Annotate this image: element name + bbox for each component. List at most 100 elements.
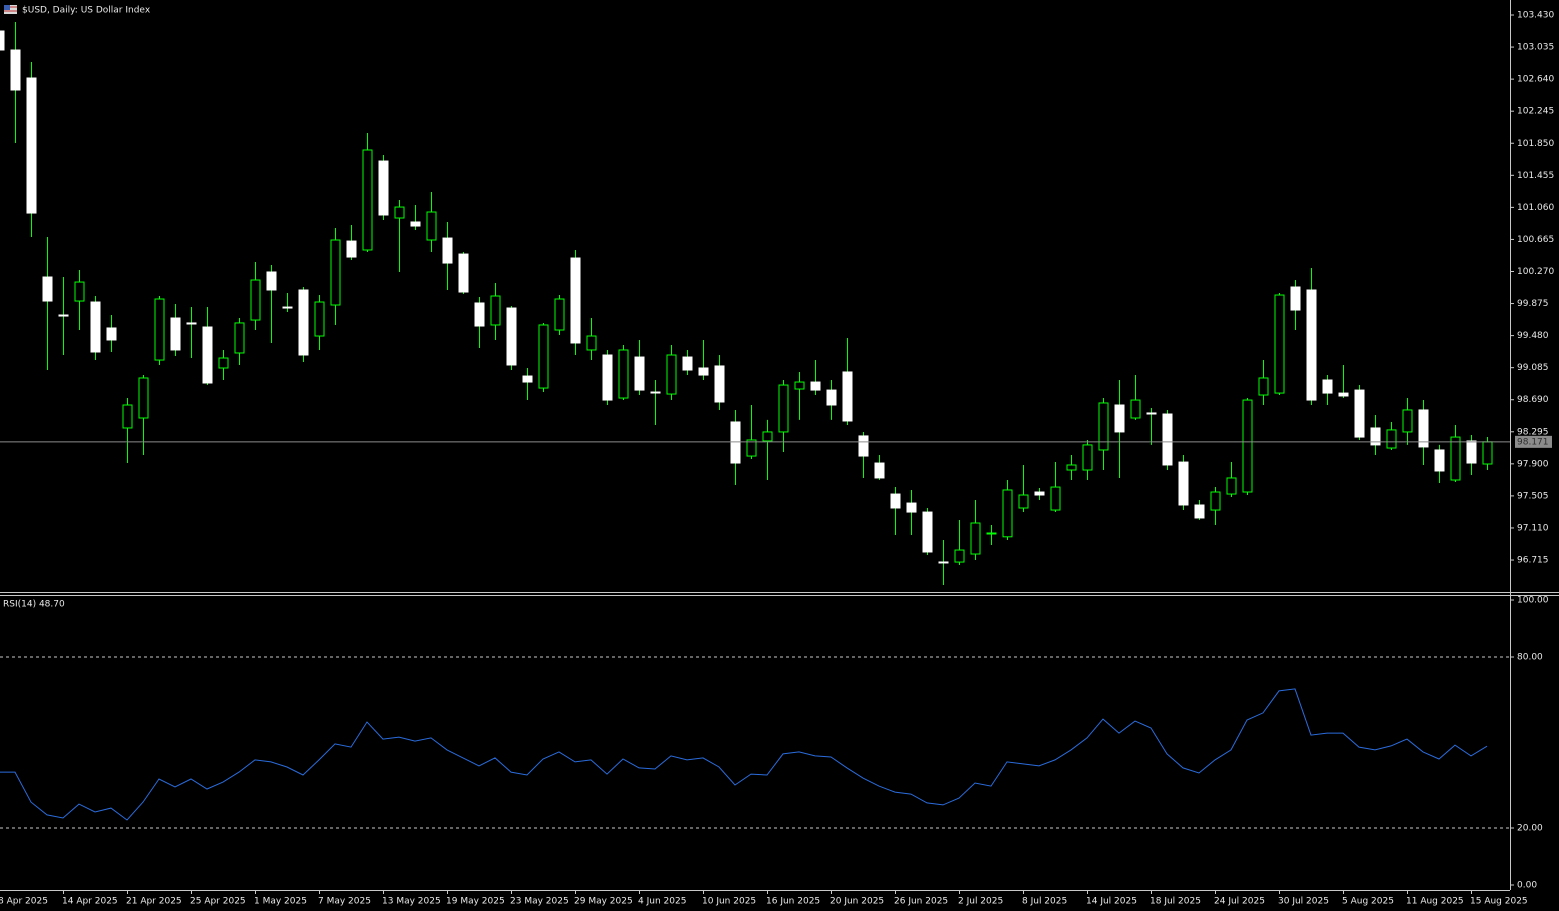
candle-body [586,335,597,351]
candle-body [554,298,565,331]
candle-body [314,301,325,337]
candle-body [490,295,501,326]
candle-body [1482,441,1493,465]
candle-body [1034,491,1045,496]
candle-body [1210,491,1221,511]
y-tick-label: 100.00 [1517,595,1549,605]
candle-body [122,404,133,429]
x-tick-label: 5 Aug 2025 [1342,897,1394,907]
y-tick-label: 99.875 [1517,299,1549,309]
x-tick-label: 24 Jul 2025 [1214,897,1265,907]
x-tick-label: 4 Jun 2025 [638,897,686,907]
y-tick-label: 103.430 [1517,11,1554,21]
candle-body [474,302,485,327]
x-tick-label: 15 Aug 2025 [1470,897,1528,907]
candle-body [522,375,533,383]
indicator-title: RSI(14) 48.70 [3,600,65,610]
candle-body [458,253,469,293]
x-tick-label: 19 May 2025 [446,897,505,907]
candle-body [442,237,453,264]
y-tick-label: 102.245 [1517,107,1554,117]
candle-body [1130,399,1141,419]
candle-body [1306,289,1317,401]
x-tick-label: 1 May 2025 [254,897,307,907]
candle-body [202,326,213,384]
candle-body [170,317,181,351]
candle-body [778,384,789,433]
candle-body [1434,449,1445,472]
candle-body [218,357,229,369]
y-tick-label: 101.060 [1517,203,1554,213]
candle-body [1322,379,1333,394]
candle-body [106,327,117,341]
x-tick-label: 13 May 2025 [382,897,441,907]
rsi-line [0,688,1488,821]
candle-body [714,365,725,403]
candle-body [1098,402,1109,451]
candle-body [1018,494,1029,509]
candle-body [602,354,613,401]
candle-body [666,354,677,395]
candle-body [762,431,773,442]
candle-body [922,511,933,553]
chart-title: $USD, Daily: US Dollar Index [22,6,151,16]
candle-body [538,324,549,389]
candle-body [650,391,661,394]
candle-body [186,322,197,325]
candle-body [346,240,357,258]
candle-body [0,30,5,51]
candle-body [1418,409,1429,448]
candle-body [810,381,821,391]
y-tick-label: 101.850 [1517,139,1554,149]
candle-body [1050,486,1061,511]
y-tick-label: 0.00 [1517,881,1537,891]
x-tick-label: 25 Apr 2025 [190,897,246,907]
candle-body [842,371,853,422]
x-tick-label: 23 May 2025 [510,897,569,907]
candle-body [730,421,741,464]
last-price-box [1515,435,1552,448]
y-tick-label: 96.715 [1517,556,1549,566]
candle-body [1226,477,1237,495]
candle-body [746,439,757,457]
y-tick-label: 102.640 [1517,75,1554,85]
candle-body [1114,404,1125,433]
x-tick-label: 20 Jun 2025 [830,897,884,907]
y-tick-label: 97.900 [1517,459,1549,469]
candle-body [378,160,389,216]
candle-body [1338,392,1349,397]
symbol-icon [4,5,17,14]
x-tick-label: 11 Aug 2025 [1406,897,1464,907]
candle-body [1466,440,1477,464]
y-tick-label: 98.295 [1517,427,1549,437]
candle-body [362,149,373,251]
candle-body [10,49,21,91]
candle-body [906,502,917,513]
candle-body [1370,427,1381,446]
candle-body [1178,461,1189,506]
candle-body [682,356,693,371]
candle-body [1242,399,1253,493]
candle-body [1146,412,1157,415]
candle-body [506,307,517,366]
candle-body [890,493,901,509]
x-tick-label: 29 May 2025 [574,897,633,907]
x-tick-label: 26 Jun 2025 [894,897,948,907]
candle-body [26,77,37,214]
x-tick-label: 30 Jul 2025 [1278,897,1329,907]
candle-body [698,367,709,376]
candle-body [1066,464,1077,471]
candle-body [154,298,165,361]
candle-body [634,356,645,391]
candle-body [1002,489,1013,538]
y-tick-label: 103.035 [1517,43,1554,53]
candle-body [1402,409,1413,433]
candle-body [570,257,581,344]
candle-body [1450,436,1461,481]
candle-body [1386,429,1397,449]
candle-body [1290,286,1301,311]
candle-body [1274,294,1285,394]
candle-body [1082,444,1093,471]
candle-body [1354,389,1365,438]
